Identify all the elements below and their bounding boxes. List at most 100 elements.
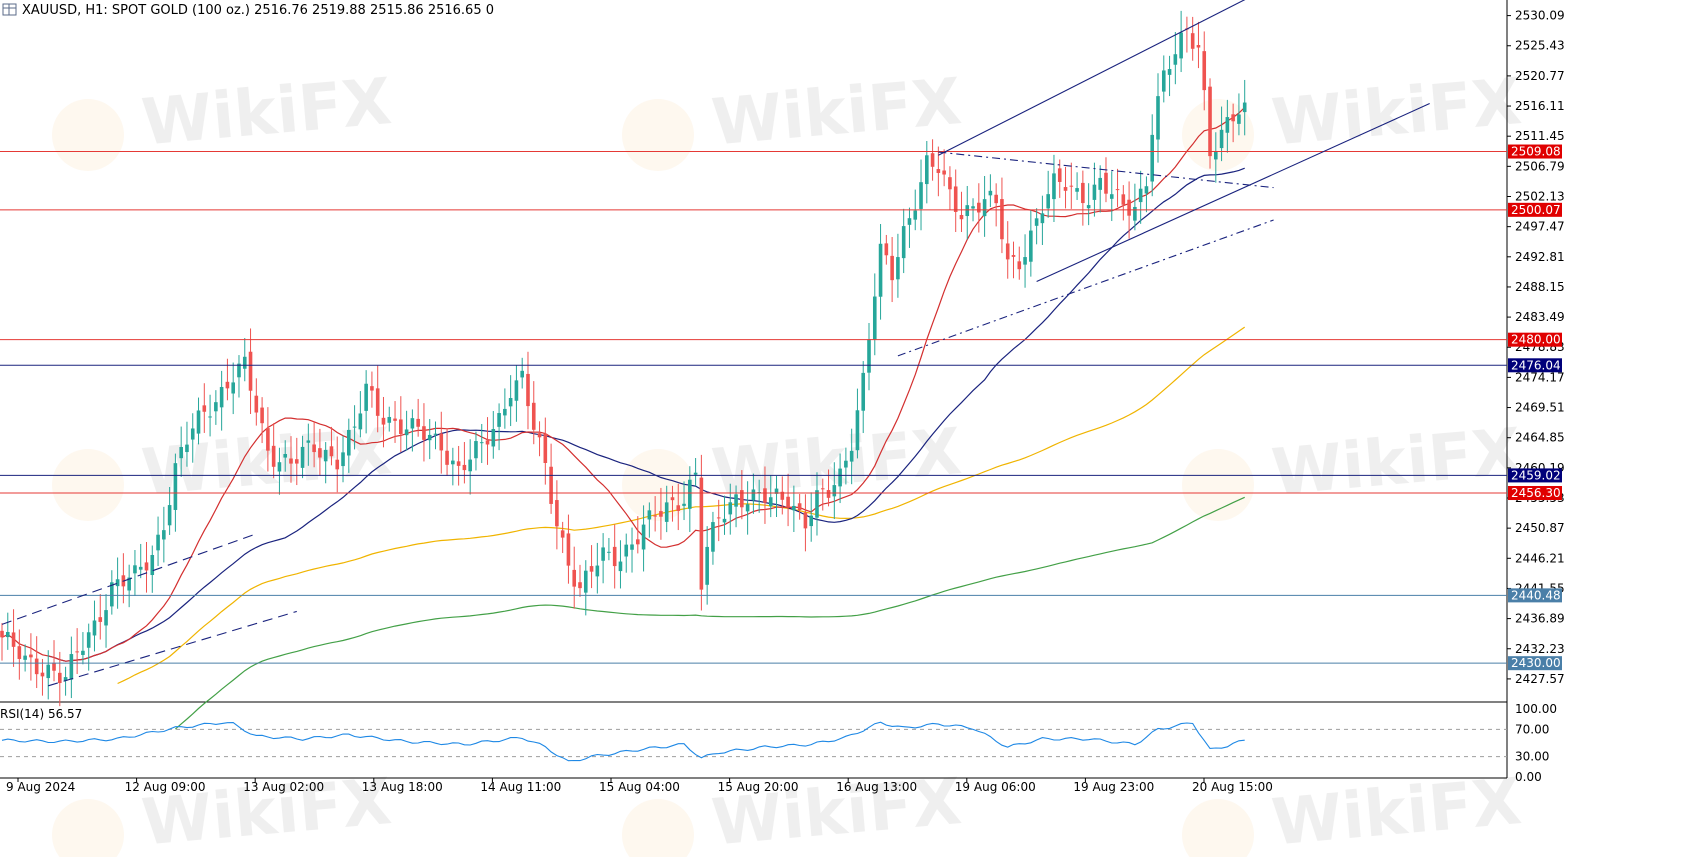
candle: [740, 470, 744, 520]
candle: [624, 533, 629, 573]
candle: [693, 458, 698, 487]
candle: [364, 370, 368, 434]
candle: [560, 521, 565, 554]
candle: [1202, 31, 1207, 111]
candle: [1156, 73, 1160, 163]
candle: [1237, 93, 1241, 136]
candle: [329, 426, 334, 466]
y-tick-label: 2492.81: [1515, 250, 1565, 264]
candle: [734, 485, 738, 528]
candle: [925, 141, 929, 204]
candle: [520, 357, 524, 389]
svg-text:2459.02: 2459.02: [1511, 468, 1561, 482]
candle: [323, 442, 328, 484]
candle: [994, 183, 998, 227]
svg-text:WikiFX: WikiFX: [139, 65, 395, 161]
candle: [190, 413, 195, 463]
svg-text:2430.00: 2430.00: [1511, 656, 1561, 670]
x-tick-label: 20 Aug 15:00: [1192, 780, 1273, 794]
candle: [612, 524, 617, 589]
candle: [549, 443, 553, 514]
candle: [162, 506, 166, 563]
candle: [427, 418, 432, 460]
candle: [1150, 114, 1155, 197]
symbol-icon[interactable]: [2, 3, 17, 16]
candle: [133, 550, 137, 597]
trendline-3[interactable]: [897, 219, 1274, 357]
candle: [283, 440, 288, 472]
candle: [341, 435, 345, 483]
candle: [456, 445, 461, 486]
candle: [1098, 165, 1102, 213]
candle: [1005, 221, 1010, 279]
candle: [294, 437, 299, 486]
y-tick-label: 2520.77: [1515, 69, 1565, 83]
watermark-8: WikiFX: [1182, 765, 1524, 857]
candle: [127, 564, 131, 608]
candle: [462, 441, 467, 484]
candle: [1121, 185, 1126, 221]
candle: [115, 557, 120, 609]
candle: [503, 388, 507, 429]
candle: [196, 397, 201, 445]
candle: [254, 378, 259, 426]
candle: [953, 169, 958, 233]
x-tick-label: 16 Aug 13:00: [836, 780, 917, 794]
candle: [832, 462, 837, 520]
y-tick-label: 2469.51: [1515, 401, 1565, 415]
candle: [491, 411, 496, 459]
candle: [711, 511, 715, 565]
candle: [1052, 154, 1056, 223]
candle: [318, 428, 322, 476]
candle: [572, 546, 577, 609]
trendline-4[interactable]: [1, 533, 257, 625]
y-tick-label: 2516.11: [1515, 99, 1565, 113]
candle: [69, 636, 74, 699]
candle: [1208, 78, 1212, 169]
candle: [531, 381, 536, 445]
candle: [508, 375, 513, 427]
x-tick-label: 15 Aug 04:00: [599, 780, 680, 794]
candle: [965, 185, 970, 240]
candle: [774, 475, 779, 518]
candle: [1167, 55, 1172, 97]
rsi-tick-label: 30.00: [1515, 750, 1549, 764]
candle: [179, 426, 183, 477]
candle: [352, 405, 357, 450]
candle: [277, 447, 282, 495]
ma-fast-line: [1, 106, 1246, 662]
candle: [185, 421, 189, 467]
candle: [555, 480, 559, 550]
candle: [1225, 99, 1230, 153]
candle: [896, 233, 900, 298]
trendline-2[interactable]: [938, 151, 1274, 189]
svg-text:2500.07: 2500.07: [1511, 203, 1561, 217]
trendline-5[interactable]: [48, 610, 297, 687]
x-tick-label: 13 Aug 18:00: [362, 780, 443, 794]
candle: [1242, 79, 1247, 136]
trendline-1[interactable]: [1036, 103, 1430, 282]
candle: [271, 423, 276, 479]
candle: [1086, 183, 1091, 226]
candle: [907, 207, 912, 248]
candle: [1196, 21, 1201, 69]
candle: [578, 564, 582, 597]
candle: [1133, 183, 1137, 231]
plot-area[interactable]: 2530.09 2525.43 2520.77 2516.11 2511.45 2506.…: [0, 0, 1565, 794]
candle: [988, 174, 993, 208]
candle: [11, 609, 16, 667]
candle: [1138, 170, 1143, 224]
candle: [815, 472, 819, 536]
candle: [0, 623, 4, 661]
candle: [433, 421, 438, 450]
candle: [202, 383, 207, 433]
candle: [641, 505, 646, 572]
header-description: SPOT GOLD (100 oz.): [112, 3, 250, 18]
trendline-0[interactable]: [938, 0, 1250, 156]
x-tick-label: 19 Aug 06:00: [955, 780, 1036, 794]
candle: [630, 527, 634, 573]
candle: [797, 493, 802, 520]
candle: [312, 421, 316, 468]
candle: [1179, 10, 1183, 73]
